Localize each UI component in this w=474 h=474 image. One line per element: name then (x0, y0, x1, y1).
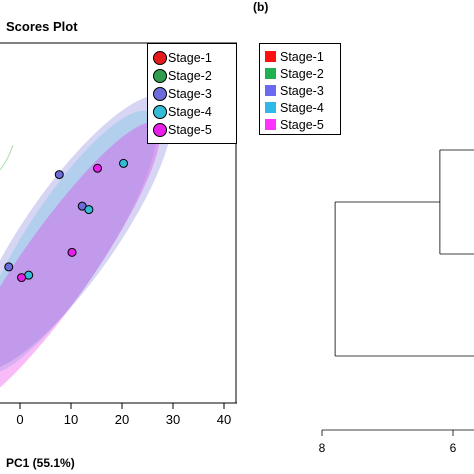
scores-points (4, 158, 129, 283)
legend-label: Stage-1 (168, 51, 212, 65)
legend-label: Stage-4 (168, 105, 212, 119)
dendrogram-tick-label: 6 (450, 441, 457, 455)
stage-4-ellipse (0, 110, 158, 375)
legend-label: Stage-1 (280, 50, 324, 64)
x-tick-label: 10 (64, 412, 78, 427)
point-stage-3 (54, 170, 64, 180)
legend-swatch (265, 102, 276, 113)
dendrogram-legend: Stage-1 Stage-2 Stage-3 Stage-4 Stage-5 (259, 43, 341, 135)
dendrogram-branches (334, 149, 474, 357)
legend-swatch (265, 68, 276, 79)
x-tick-label: 0 (16, 412, 23, 427)
dendrogram-x-axis: 864 (319, 429, 474, 455)
point-stage-3 (4, 262, 14, 272)
scores-x-axis: 0 10 20 30 40 (16, 403, 231, 427)
legend-marker (153, 87, 167, 101)
x-tick-label: 20 (115, 412, 129, 427)
scores-plot-title: Scores Plot (6, 19, 78, 34)
legend-label: Stage-4 (280, 101, 324, 115)
stage-2-ellipse-edge (0, 144, 14, 171)
point-stage-5 (67, 247, 77, 257)
stage-5-ellipse (0, 122, 160, 412)
point-stage-4 (119, 158, 129, 168)
scores-legend: Stage-1 Stage-2 Stage-3 Stage-4 Stage-5 (147, 43, 237, 144)
legend-label: Stage-5 (280, 118, 324, 132)
legend-label: Stage-3 (168, 87, 212, 101)
x-axis-label: PC1 (55.1%) (6, 456, 75, 470)
x-tick-label: 30 (166, 412, 180, 427)
legend-marker (153, 69, 167, 83)
x-tick-label: 40 (217, 412, 231, 427)
legend-marker (153, 105, 167, 119)
legend-marker (153, 123, 167, 137)
dendrogram-panel: 864 (319, 149, 474, 455)
legend-label: Stage-2 (280, 67, 324, 81)
dendrogram-tick-label: 8 (319, 441, 326, 455)
panel-b-label: (b) (253, 0, 269, 14)
legend-swatch (265, 119, 276, 130)
legend-swatch (265, 85, 276, 96)
scores-plot-panel: 0 10 20 30 40 (0, 42, 237, 427)
legend-swatch (265, 51, 276, 62)
point-stage-5 (17, 273, 27, 283)
legend-marker (153, 51, 167, 65)
legend-label: Stage-5 (168, 123, 212, 137)
legend-label: Stage-2 (168, 69, 212, 83)
point-stage-4 (84, 205, 94, 215)
point-stage-5 (93, 163, 103, 173)
legend-label: Stage-3 (280, 84, 324, 98)
